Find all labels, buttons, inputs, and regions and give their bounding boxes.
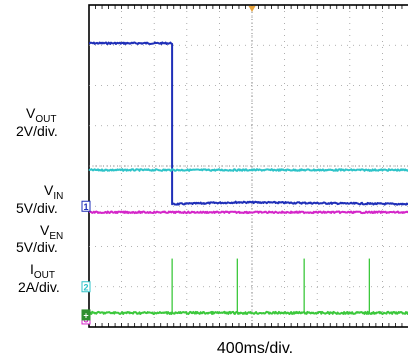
channel-4-marker-text: + <box>83 310 88 320</box>
channel-3-label: VEN <box>40 222 63 242</box>
trace-channel-1 <box>88 41 408 206</box>
trigger-arrow <box>248 6 256 12</box>
channel-4-label: IOUT <box>30 261 55 281</box>
grid <box>88 5 408 327</box>
trace-channel-2 <box>88 168 408 172</box>
channel-2-label: VIN <box>44 182 63 202</box>
trigger-marker <box>248 6 256 12</box>
channel-1-marker-text: 1 <box>83 202 88 212</box>
channel-4-marker <box>81 309 91 321</box>
channel-2-marker-text: 2 <box>83 282 88 292</box>
channel-1-marker <box>81 200 91 212</box>
channel-2-scale: 5V/div. <box>16 200 58 216</box>
channel-4-scale: 2A/div. <box>18 279 60 295</box>
channel-3-scale: 5V/div. <box>16 239 58 255</box>
x-axis-label: 400ms/div. <box>217 340 293 357</box>
channel-1-label: VOUT <box>26 105 56 125</box>
channel-2-marker <box>81 281 91 293</box>
trace-channel-4 <box>88 310 408 315</box>
trace-channel-3 <box>88 210 408 215</box>
channel-markers: 123+ <box>81 200 91 325</box>
channel-1-scale: 2V/div. <box>16 123 58 139</box>
traces <box>88 41 408 315</box>
plot-border <box>88 4 408 328</box>
